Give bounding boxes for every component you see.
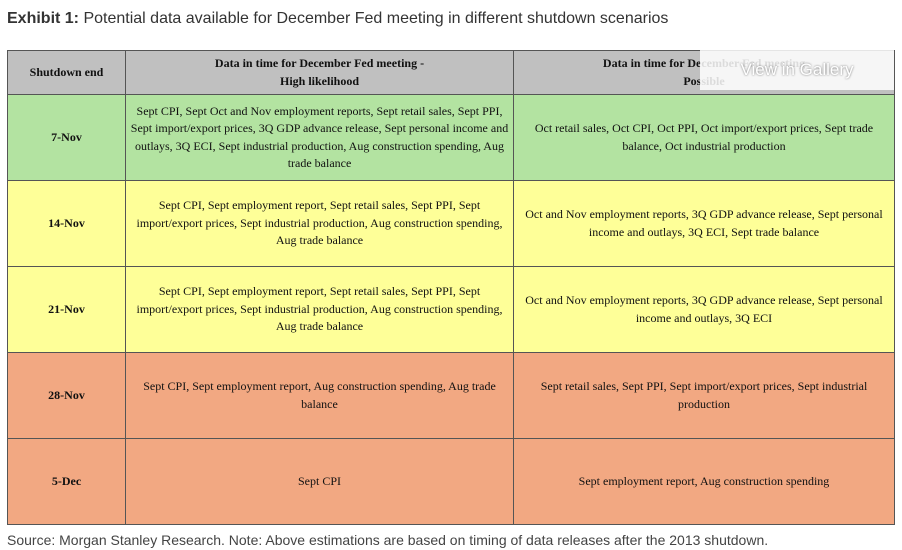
- shutdown-end-cell: 28-Nov: [7, 352, 126, 439]
- high-likelihood-cell: Sept CPI, Sept employment report, Sept r…: [125, 266, 514, 353]
- header-shutdown-end: Shutdown end: [7, 50, 126, 95]
- possible-cell: Sept retail sales, Sept PPI, Sept import…: [513, 352, 895, 439]
- possible-cell: Oct and Nov employment reports, 3Q GDP a…: [513, 266, 895, 353]
- shutdown-end-cell: 7-Nov: [7, 94, 126, 181]
- table-row: 21-Nov Sept CPI, Sept employment report,…: [7, 266, 895, 353]
- exhibit-title-lead: Exhibit 1:: [7, 10, 80, 27]
- high-likelihood-cell: Sept CPI, Sept employment report, Sept r…: [125, 180, 514, 267]
- shutdown-end-cell: 5-Dec: [7, 438, 126, 525]
- shutdown-end-cell: 14-Nov: [7, 180, 126, 267]
- high-likelihood-cell: Sept CPI, Sept Oct and Nov employment re…: [125, 94, 514, 181]
- exhibit-title: Exhibit 1: Potential data available for …: [7, 10, 668, 28]
- table-row: 5-Dec Sept CPI Sept employment report, A…: [7, 438, 895, 525]
- source-note: Source: Morgan Stanley Research. Note: A…: [7, 532, 769, 548]
- header-high-likelihood: Data in time for December Fed meeting - …: [125, 50, 514, 95]
- view-in-gallery-label: View in Gallery: [740, 60, 854, 79]
- table-row: 7-Nov Sept CPI, Sept Oct and Nov employm…: [7, 94, 895, 181]
- shutdown-end-cell: 21-Nov: [7, 266, 126, 353]
- header-high-line2: High likelihood: [279, 73, 360, 88]
- shutdown-scenarios-table: Shutdown end Data in time for December F…: [7, 50, 895, 525]
- possible-cell: Oct and Nov employment reports, 3Q GDP a…: [513, 180, 895, 267]
- table-row: 28-Nov Sept CPI, Sept employment report,…: [7, 352, 895, 439]
- high-likelihood-cell: Sept CPI, Sept employment report, Aug co…: [125, 352, 514, 439]
- high-likelihood-cell: Sept CPI: [125, 438, 514, 525]
- possible-cell: Sept employment report, Aug construction…: [513, 438, 895, 525]
- table-row: 14-Nov Sept CPI, Sept employment report,…: [7, 180, 895, 267]
- possible-cell: Oct retail sales, Oct CPI, Oct PPI, Oct …: [513, 94, 895, 181]
- header-high-line1: Data in time for December Fed meeting -: [214, 56, 425, 70]
- exhibit-title-text: Potential data available for December Fe…: [83, 10, 669, 27]
- view-in-gallery-button[interactable]: View in Gallery: [700, 50, 894, 90]
